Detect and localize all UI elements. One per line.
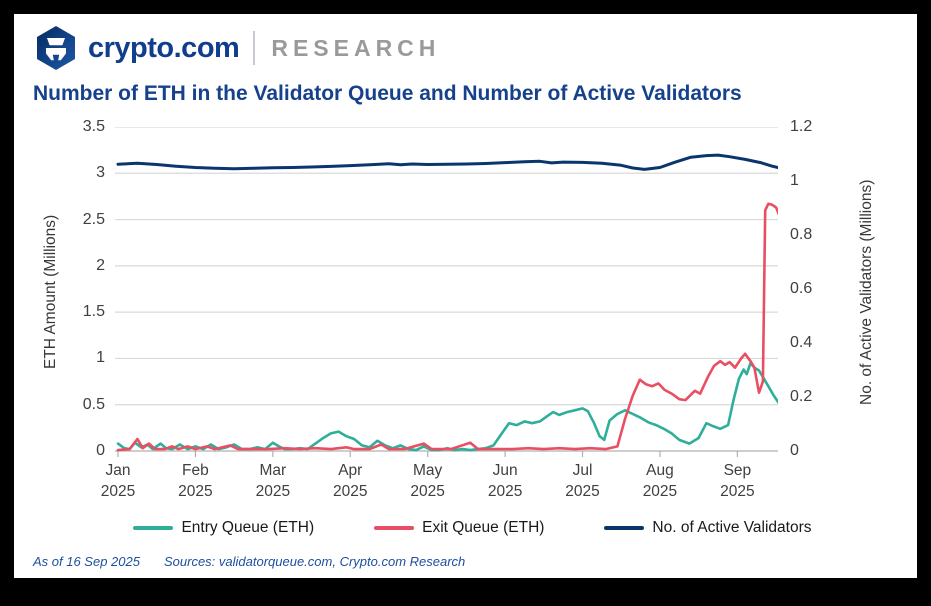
header: crypto.com RESEARCH — [33, 22, 440, 74]
series-line-entry-queue-eth — [116, 361, 778, 452]
legend-swatch-icon — [374, 526, 415, 530]
legend-item: No. of Active Validators — [604, 519, 812, 537]
report-card: crypto.com RESEARCH Number of ETH in the… — [14, 14, 917, 578]
legend-item: Exit Queue (ETH) — [374, 519, 544, 537]
legend-label: Entry Queue (ETH) — [181, 519, 315, 536]
x-axis-label-mar: Mar 2025 — [255, 462, 291, 500]
y-axis-tick-left: 0 — [96, 442, 105, 459]
x-axis-label-jun: Jun 2025 — [487, 462, 523, 500]
y-axis-tick-left: 3 — [96, 164, 105, 182]
legend-swatch-icon — [604, 526, 645, 530]
chart-title: Number of ETH in the Validator Queue and… — [33, 82, 742, 105]
crypto-com-logo-icon — [37, 26, 75, 70]
as-of-date: As of 16 Sep 2025 — [33, 554, 140, 569]
series-line-no-of-active-validators — [116, 153, 778, 171]
brand-wordmark: crypto.com — [88, 31, 240, 64]
sources-text: Sources: validatorqueue.com, Crypto.com … — [163, 554, 466, 569]
research-label: RESEARCH — [271, 34, 441, 61]
legend-label: Exit Queue (ETH) — [422, 519, 545, 536]
y-axis-tick-right: 1.2 — [790, 118, 813, 135]
x-axis-label-may: May 2025 — [410, 462, 445, 500]
y-axis-tick-right: 0.2 — [790, 388, 813, 405]
y-axis-tick-right: 0.8 — [790, 226, 813, 243]
y-axis-tick-left: 0.5 — [82, 395, 105, 413]
y-axis-tick-right: 0 — [790, 442, 799, 459]
x-axis-label-jul: Jul 2025 — [565, 462, 600, 500]
x-axis-label-sep: Sep 2025 — [720, 462, 755, 500]
legend-label: No. of Active Validators — [652, 519, 812, 536]
y-axis-tick-right: 0.6 — [790, 280, 813, 297]
chart-legend: Entry Queue (ETH) Exit Queue (ETH) No. of … — [14, 519, 931, 537]
y-axis-tick-right: 0.4 — [790, 334, 813, 351]
x-axis-label-apr: Apr 2025 — [333, 462, 368, 500]
x-axis-label-aug: Aug 2025 — [642, 462, 678, 500]
y-axis-tick-left: 2 — [96, 256, 105, 274]
legend-item: Entry Queue (ETH) — [133, 519, 314, 537]
series-line-exit-queue-eth — [116, 202, 778, 452]
header-divider — [253, 31, 256, 65]
y-axis-tick-right: 1 — [790, 172, 799, 189]
y-axis-tick-left: 3.5 — [82, 118, 105, 135]
legend-swatch-icon — [133, 526, 174, 530]
x-axis-label-jan: Jan 2025 — [100, 462, 136, 500]
y-axis-title-left: ETH Amount (Millions) — [42, 214, 59, 370]
y-axis-tick-left: 2.5 — [82, 210, 105, 228]
y-axis-tick-left: 1 — [96, 349, 105, 367]
chart-plot-area — [115, 127, 778, 457]
y-axis-title-right: No. of Active Validators (Millions) — [858, 179, 875, 405]
x-axis-label-feb: Feb 2025 — [178, 462, 213, 500]
y-axis-tick-left: 1.5 — [82, 303, 105, 321]
footer-note: As of 16 Sep 2025 Sources: validatorqueu… — [33, 554, 465, 569]
